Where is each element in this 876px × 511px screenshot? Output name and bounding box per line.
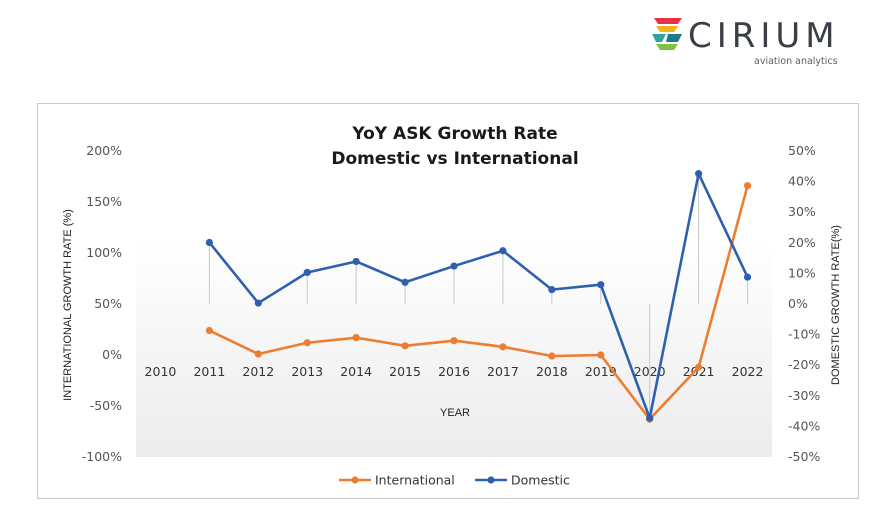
right-tick-label: 0% bbox=[788, 296, 808, 311]
chart-title-line-2: Domestic vs International bbox=[331, 149, 578, 169]
data-point-domestic bbox=[254, 299, 262, 307]
logo-wordmark: CIRIUM bbox=[688, 16, 840, 56]
series-layer bbox=[205, 170, 752, 423]
series-line-domestic bbox=[208, 172, 749, 420]
drop-lines bbox=[208, 173, 749, 419]
data-point-domestic bbox=[743, 273, 752, 281]
data-point-international bbox=[548, 352, 556, 360]
right-tick-label: -10% bbox=[788, 327, 820, 342]
left-tick-label: -50% bbox=[90, 398, 122, 413]
right-tick-label: 30% bbox=[788, 204, 816, 219]
x-tick-label: 2012 bbox=[242, 364, 274, 379]
x-tick-label: 2015 bbox=[389, 364, 421, 379]
right-axis-label: DOMESTIC GROWTH RATE(%) bbox=[830, 225, 842, 385]
legend-marker bbox=[351, 476, 359, 484]
logo-tagline: aviation analytics bbox=[754, 56, 838, 67]
x-tick-label: 2016 bbox=[438, 364, 470, 379]
data-point-domestic bbox=[401, 278, 409, 286]
right-tick-label: -20% bbox=[788, 357, 820, 372]
data-point-domestic bbox=[597, 281, 605, 289]
x-tick-label: 2010 bbox=[145, 364, 177, 379]
data-point-international bbox=[597, 351, 605, 359]
data-point-international bbox=[401, 342, 409, 350]
right-axis-ticks: -50% -40% -30% -20% -10% 0% 10% 20% 30% 40% 50% bbox=[788, 143, 820, 464]
data-point-international bbox=[205, 326, 213, 335]
x-tick-label: 2017 bbox=[487, 364, 519, 379]
data-point-domestic bbox=[303, 268, 311, 277]
x-tick-label: 2013 bbox=[291, 364, 323, 379]
left-tick-label: -100% bbox=[82, 449, 122, 464]
right-tick-label: 20% bbox=[788, 235, 816, 250]
right-tick-label: 40% bbox=[788, 174, 816, 189]
data-point-domestic bbox=[205, 238, 213, 247]
legend-label: Domestic bbox=[511, 473, 570, 488]
chart-title-line-1: YoY ASK Growth Rate bbox=[351, 124, 557, 144]
data-point-domestic bbox=[695, 170, 703, 178]
data-point-international bbox=[450, 337, 458, 345]
data-point-international bbox=[695, 363, 703, 371]
cirium-logo: CIRIUM aviation analytics bbox=[648, 14, 848, 78]
data-point-international bbox=[352, 334, 360, 342]
left-tick-label: 150% bbox=[86, 194, 122, 209]
x-tick-label: 2014 bbox=[340, 364, 372, 379]
data-point-international bbox=[499, 343, 507, 351]
left-tick-label: 50% bbox=[94, 296, 122, 311]
series-line-international bbox=[208, 185, 749, 421]
right-tick-label: 50% bbox=[788, 143, 816, 158]
data-point-international bbox=[743, 182, 752, 190]
data-point-international bbox=[254, 350, 262, 358]
x-axis-ticks: 2010 2011 2012 2013 2014 2015 2016 2017 2018 2019… bbox=[145, 364, 764, 379]
legend: International Domestic bbox=[339, 473, 570, 488]
x-tick-label: 2022 bbox=[732, 364, 764, 379]
legend-label: International bbox=[375, 473, 455, 488]
data-point-domestic bbox=[352, 257, 360, 266]
left-tick-label: 100% bbox=[86, 245, 122, 260]
right-tick-label: 10% bbox=[788, 265, 816, 280]
left-tick-label: 0% bbox=[102, 347, 122, 362]
right-tick-label: -40% bbox=[788, 418, 820, 433]
left-tick-label: 200% bbox=[86, 143, 122, 158]
data-point-domestic bbox=[450, 262, 458, 270]
left-axis-ticks: -100% -50% 0% 50% 100% 150% 200% bbox=[82, 143, 122, 464]
legend-marker bbox=[487, 476, 495, 484]
left-axis-label: INTERNATIONAL GROWTH RATE (%) bbox=[62, 209, 74, 401]
data-point-domestic bbox=[499, 247, 507, 255]
chart-frame bbox=[37, 103, 859, 499]
x-tick-label: 2018 bbox=[536, 364, 568, 379]
x-tick-label: 2011 bbox=[193, 364, 225, 379]
data-point-international bbox=[303, 339, 311, 347]
cirium-logo-mark-icon bbox=[652, 18, 682, 50]
right-tick-label: -30% bbox=[788, 388, 820, 403]
right-tick-label: -50% bbox=[788, 449, 820, 464]
data-point-domestic bbox=[646, 414, 654, 422]
x-axis-label: YEAR bbox=[440, 407, 470, 419]
data-point-domestic bbox=[548, 286, 556, 294]
x-tick-label: 2019 bbox=[585, 364, 617, 379]
